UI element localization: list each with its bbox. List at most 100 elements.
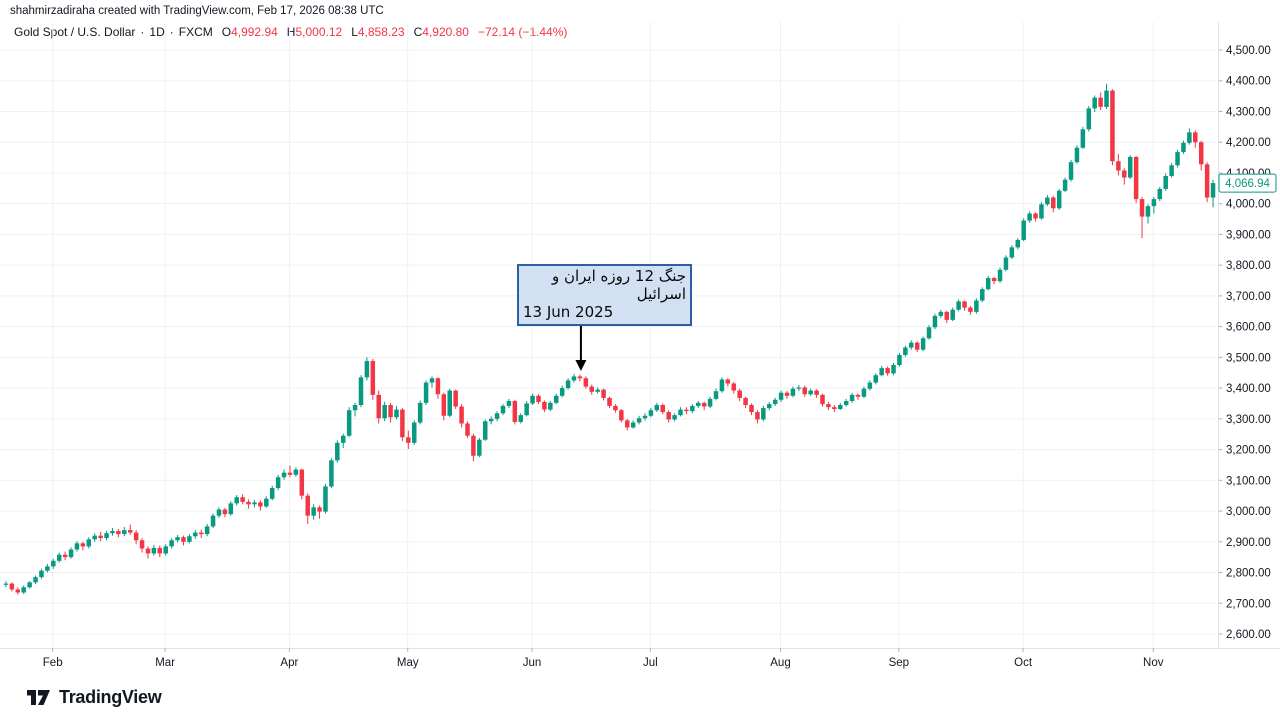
candle[interactable] — [938, 309, 944, 319]
candle[interactable] — [666, 410, 671, 423]
candle[interactable] — [482, 419, 488, 441]
candle[interactable] — [696, 401, 701, 409]
candle[interactable] — [778, 390, 784, 402]
candle[interactable] — [956, 299, 961, 312]
candle[interactable] — [1175, 149, 1180, 168]
candle[interactable] — [45, 563, 50, 573]
candle[interactable] — [145, 546, 151, 559]
candle[interactable] — [275, 474, 281, 491]
candle[interactable] — [885, 366, 890, 376]
candle[interactable] — [767, 401, 772, 411]
candle[interactable] — [39, 568, 44, 579]
candle[interactable] — [92, 533, 97, 542]
candle[interactable] — [1133, 156, 1139, 204]
candle[interactable] — [453, 389, 458, 410]
candle[interactable] — [583, 376, 589, 389]
candle[interactable] — [281, 469, 287, 480]
candle[interactable] — [62, 551, 68, 561]
candle[interactable] — [240, 494, 245, 505]
candle[interactable] — [500, 404, 506, 416]
candle[interactable] — [323, 484, 328, 514]
candle[interactable] — [311, 504, 316, 520]
candle[interactable] — [873, 373, 879, 385]
candle[interactable] — [252, 499, 257, 508]
candle[interactable] — [1080, 126, 1086, 149]
candle[interactable] — [317, 505, 322, 519]
candle[interactable] — [56, 552, 62, 563]
candle[interactable] — [654, 402, 660, 413]
candle[interactable] — [1039, 202, 1044, 220]
candle[interactable] — [198, 529, 204, 539]
candle[interactable] — [1021, 218, 1026, 242]
candle[interactable] — [678, 407, 683, 417]
candle[interactable] — [962, 300, 967, 311]
candle[interactable] — [181, 535, 186, 546]
candle[interactable] — [808, 388, 813, 396]
candle[interactable] — [684, 407, 689, 415]
candle[interactable] — [335, 440, 340, 463]
candle[interactable] — [861, 386, 867, 398]
candle[interactable] — [388, 402, 393, 423]
candle[interactable] — [920, 336, 926, 352]
candle[interactable] — [459, 404, 464, 428]
candle[interactable] — [950, 307, 955, 322]
candle[interactable] — [1204, 162, 1210, 203]
candle[interactable] — [169, 538, 174, 549]
candle[interactable] — [731, 381, 737, 394]
candle[interactable] — [755, 410, 760, 424]
candle[interactable] — [133, 530, 139, 545]
candle[interactable] — [1181, 140, 1186, 154]
candle[interactable] — [1127, 155, 1133, 180]
candle[interactable] — [802, 385, 808, 397]
candle[interactable] — [477, 437, 482, 458]
candle[interactable] — [879, 365, 884, 377]
candle[interactable] — [855, 393, 861, 400]
candle[interactable] — [784, 391, 790, 399]
candle[interactable] — [1015, 238, 1021, 250]
candle[interactable] — [193, 530, 198, 539]
candle[interactable] — [932, 313, 938, 330]
candle[interactable] — [1163, 173, 1168, 191]
candle[interactable] — [867, 380, 873, 391]
candle[interactable] — [435, 377, 441, 399]
candle[interactable] — [553, 393, 559, 405]
candle[interactable] — [843, 398, 849, 407]
candle[interactable] — [27, 581, 32, 589]
candle[interactable] — [157, 545, 163, 558]
candle[interactable] — [370, 358, 376, 400]
candle[interactable] — [86, 537, 92, 549]
candle[interactable] — [589, 384, 594, 395]
candle[interactable] — [1122, 168, 1127, 185]
candle[interactable] — [1210, 179, 1216, 208]
candle[interactable] — [660, 403, 666, 415]
candle[interactable] — [1193, 130, 1198, 148]
candle[interactable] — [914, 341, 920, 352]
candle[interactable] — [382, 401, 387, 422]
candle[interactable] — [104, 530, 109, 541]
candle[interactable] — [33, 575, 38, 585]
candle[interactable] — [891, 362, 896, 376]
candle[interactable] — [737, 388, 742, 402]
candle[interactable] — [820, 393, 825, 407]
candle[interactable] — [417, 400, 423, 425]
candle[interactable] — [352, 402, 358, 417]
candle[interactable] — [713, 388, 719, 401]
candle[interactable] — [187, 534, 192, 544]
candle[interactable] — [74, 541, 80, 552]
candle[interactable] — [340, 433, 346, 449]
candle[interactable] — [358, 375, 364, 408]
candle[interactable] — [849, 392, 855, 403]
candle[interactable] — [1068, 160, 1074, 182]
candle[interactable] — [571, 373, 577, 383]
candle[interactable] — [299, 468, 305, 500]
candle[interactable] — [110, 527, 115, 536]
candle[interactable] — [175, 535, 180, 543]
candle[interactable] — [536, 394, 541, 405]
candle[interactable] — [630, 420, 636, 429]
tradingview-logo[interactable]: TradingView — [26, 686, 162, 708]
candle[interactable] — [1033, 212, 1038, 222]
time-scale[interactable]: Feb Mar Apr May Jun Jul Aug Sep Oct Nov — [43, 648, 1164, 669]
candle[interactable] — [506, 398, 512, 409]
candle[interactable] — [406, 430, 411, 449]
candle[interactable] — [980, 287, 985, 303]
